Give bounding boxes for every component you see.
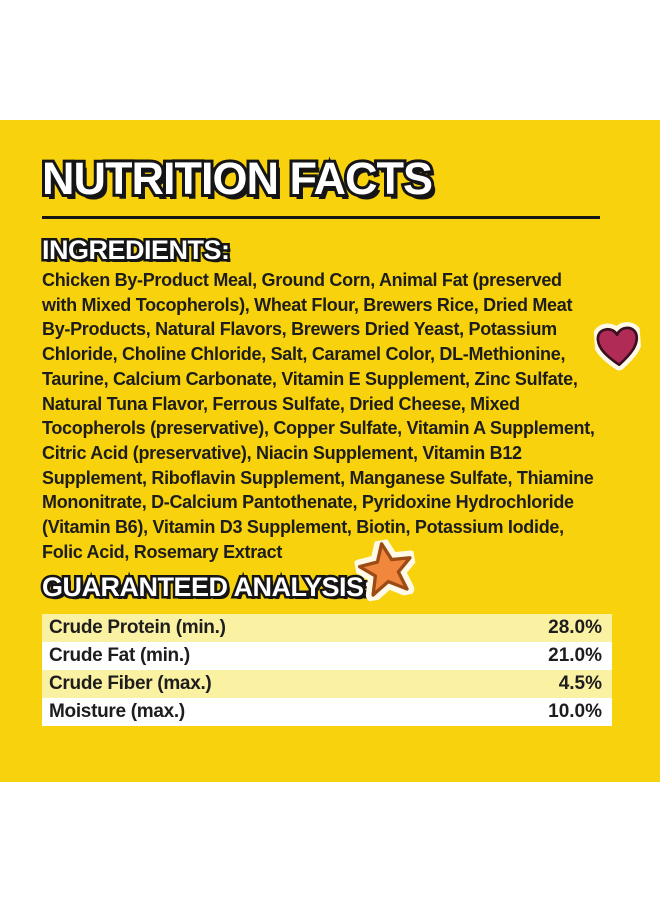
ingredients-heading-text: INGREDIENTS: bbox=[42, 235, 230, 265]
analysis-label: Moisture (max.) bbox=[49, 701, 185, 722]
analysis-value: 28.0% bbox=[548, 617, 602, 638]
analysis-row-crude-fat: Crude Fat (min.) 21.0% bbox=[42, 642, 612, 670]
page-title-text: NUTRITION FACTS bbox=[42, 153, 433, 204]
ingredients-text: Chicken By-Product Meal, Ground Corn, An… bbox=[42, 270, 595, 562]
analysis-label: Crude Fiber (max.) bbox=[49, 673, 212, 694]
guaranteed-analysis-heading: GUARANTEED ANALYSIS: GUARANTEED ANALYSIS… bbox=[39, 571, 375, 603]
ingredients-heading-outline: INGREDIENTS: bbox=[40, 234, 233, 266]
analysis-row-crude-fiber: Crude Fiber (max.) 4.5% bbox=[42, 670, 612, 698]
page-title: NUTRITION FACTS NUTRITION FACTS bbox=[39, 153, 436, 204]
guaranteed-analysis-table: Crude Protein (min.) 28.0% Crude Fat (mi… bbox=[42, 614, 612, 726]
page-title-outline: NUTRITION FACTS bbox=[39, 153, 436, 204]
analysis-row-crude-protein: Crude Protein (min.) 28.0% bbox=[42, 614, 612, 642]
star-icon bbox=[352, 536, 418, 603]
ingredients-heading: INGREDIENTS: INGREDIENTS: bbox=[40, 234, 233, 266]
analysis-value: 10.0% bbox=[548, 701, 602, 722]
analysis-label: Crude Fat (min.) bbox=[49, 645, 190, 666]
analysis-row-moisture: Moisture (max.) 10.0% bbox=[42, 698, 612, 726]
analysis-value: 4.5% bbox=[558, 673, 602, 694]
title-divider bbox=[42, 216, 600, 219]
heart-icon bbox=[593, 322, 643, 371]
analysis-value: 21.0% bbox=[548, 645, 602, 666]
guaranteed-analysis-heading-text: GUARANTEED ANALYSIS: bbox=[42, 572, 373, 602]
guaranteed-analysis-heading-outline: GUARANTEED ANALYSIS: bbox=[39, 571, 375, 603]
analysis-label: Crude Protein (min.) bbox=[49, 617, 226, 638]
